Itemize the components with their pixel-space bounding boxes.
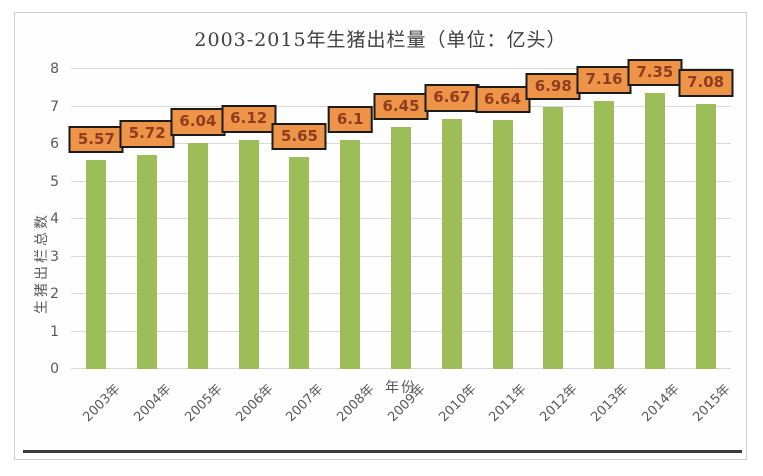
bar xyxy=(187,142,208,369)
chart-title: 2003-2015年生猪出栏量（单位：亿头） xyxy=(194,29,567,51)
y-tick-label: 3 xyxy=(50,248,59,265)
data-label: 5.57 xyxy=(68,125,124,154)
data-label: 6.1 xyxy=(327,105,373,134)
data-label: 7.35 xyxy=(627,58,683,87)
y-tick-label: 8 xyxy=(50,61,59,77)
bar xyxy=(238,139,259,369)
data-label: 6.98 xyxy=(525,72,581,101)
bar xyxy=(644,93,665,369)
bar xyxy=(289,157,310,369)
x-axis-title: 年份 xyxy=(385,380,417,396)
bar xyxy=(492,120,513,369)
bar xyxy=(441,118,462,369)
data-label: 6.12 xyxy=(221,105,277,133)
bar xyxy=(543,107,564,369)
data-label: 5.65 xyxy=(271,122,327,151)
y-tick-label: 2 xyxy=(50,286,59,302)
y-tick-label: 1 xyxy=(50,323,59,340)
bar xyxy=(340,140,361,369)
plot-area: 5.57 2003年 5.72 2004年 6.04 2005年 6.12 2006年 5.65… xyxy=(68,58,734,425)
bar xyxy=(86,160,107,369)
y-tick-label: 7 xyxy=(50,98,59,115)
bar xyxy=(695,103,716,369)
y-tick-label: 6 xyxy=(50,136,59,152)
data-label: 6.45 xyxy=(373,92,429,121)
y-axis-ticks: 0 1 2 3 4 5 6 7 8 xyxy=(15,61,59,377)
y-tick-label: 4 xyxy=(50,211,59,227)
bar xyxy=(594,100,615,369)
data-label: 7.08 xyxy=(678,69,734,97)
data-label: 5.72 xyxy=(119,120,175,148)
bar xyxy=(391,127,411,369)
data-label: 6.64 xyxy=(475,85,531,113)
y-tick-label: 5 xyxy=(50,173,59,190)
gridline xyxy=(71,68,731,69)
bottom-rule xyxy=(23,450,742,453)
bar xyxy=(137,154,158,369)
data-label: 7.16 xyxy=(576,66,632,94)
data-label: 6.67 xyxy=(424,84,480,112)
y-tick-label: 0 xyxy=(50,361,59,377)
data-label: 6.04 xyxy=(170,108,226,136)
